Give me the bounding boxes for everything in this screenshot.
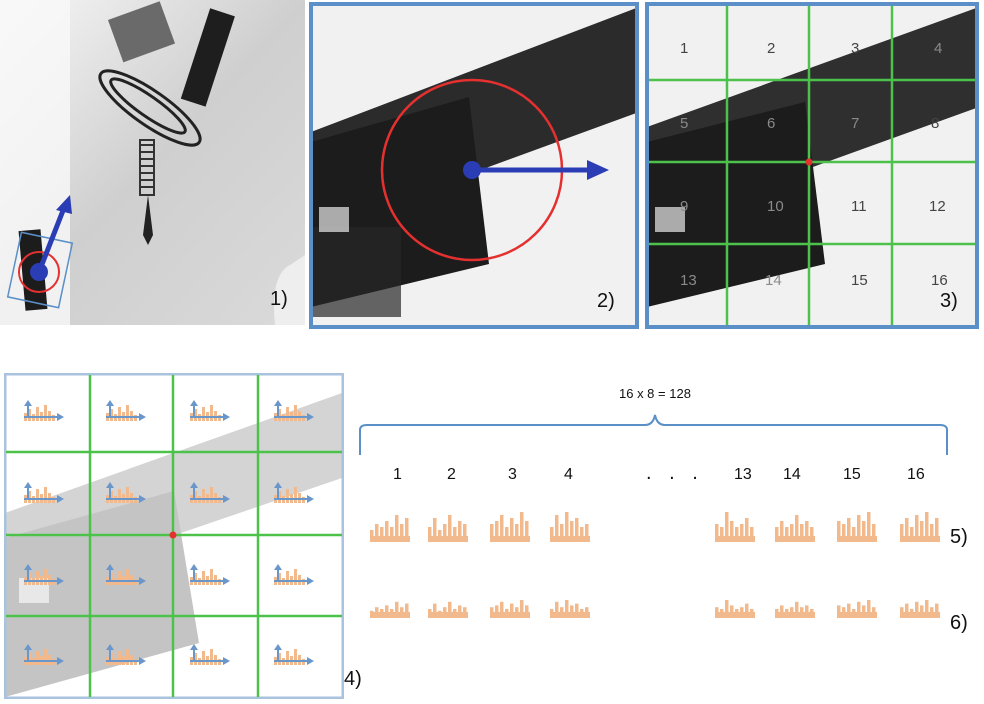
grid-patch-image: [645, 2, 979, 329]
row6-histogram-2: [428, 601, 468, 618]
grid-cell-2: 2: [767, 40, 776, 57]
grid-cell-7: 7: [851, 115, 860, 132]
grid-cell-3: 3: [851, 40, 860, 57]
row5-histogram-13: [715, 512, 755, 542]
paperclip-shape: [98, 69, 202, 147]
row5-histogram-3: [490, 512, 530, 542]
column-number-2: 2: [447, 466, 456, 483]
row6-histogram-16: [900, 600, 940, 618]
panel-2-frame: [309, 2, 639, 329]
column-number-3: 3: [508, 466, 517, 483]
pen-tip-shape: [143, 195, 153, 245]
row5-histogram-16: [900, 512, 940, 542]
grid-cell-1: 1: [680, 40, 689, 57]
keypoint-center: [805, 158, 813, 166]
row6-histogram-4: [550, 600, 590, 618]
grid-cell-12: 12: [929, 198, 946, 215]
grid-cell-16: 16: [931, 272, 948, 289]
keypoint-center: [169, 531, 177, 539]
row5-histogram-15: [837, 512, 877, 542]
row6-histogram-14: [775, 601, 815, 618]
xray-image: [0, 0, 305, 325]
grid-cell-4: 4: [934, 40, 943, 57]
grid-cell-6: 6: [767, 115, 776, 132]
column-number-4: 4: [564, 466, 573, 483]
grid-cell-15: 15: [851, 272, 868, 289]
descriptor-brace: [359, 414, 948, 455]
row6-histogram-15: [837, 600, 877, 618]
column-number-15: 15: [843, 466, 861, 483]
row-5-label: 5): [950, 526, 968, 548]
row5-histogram-2: [428, 515, 468, 542]
grid-cell-9: 9: [680, 198, 689, 215]
panel-2-zoomed-patch: 2): [309, 2, 639, 329]
panel-3-grid: 1 2 3 4 5 6 7 8 9 10 11 12 13 14 15 16 3…: [645, 2, 979, 329]
row-6-label: 6): [950, 612, 968, 634]
grid-lines: [649, 6, 975, 325]
grid-cell-8: 8: [931, 115, 940, 132]
panel-1-label: 1): [270, 288, 288, 310]
row5-histogram-14: [775, 515, 815, 542]
razor-blade-shape: [107, 1, 176, 63]
panel-1-xray-overview: 1): [0, 0, 305, 325]
column-number-13: 13: [734, 466, 752, 483]
grid-cell-11: 11: [851, 198, 867, 215]
battery-shape: [180, 8, 235, 107]
keypoint-circle: [18, 251, 60, 293]
spring-shape: [139, 139, 155, 196]
panel-2-label: 2): [597, 290, 615, 312]
panel-3-frame: [645, 2, 979, 329]
column-number-1: 1: [393, 466, 402, 483]
descriptor-histogram-rows: [370, 512, 940, 618]
ellipsis: . . .: [646, 462, 704, 484]
grid-cell-10: 10: [767, 198, 784, 215]
grid-cell-13: 13: [680, 272, 697, 289]
descriptor-size-formula: 16 x 8 = 128: [619, 386, 691, 401]
grid-cell-14: 14: [765, 272, 782, 289]
zoomed-patch-image: [309, 2, 639, 329]
column-number-14: 14: [783, 466, 801, 483]
row6-histogram-1: [370, 601, 410, 618]
row6-histogram-13: [715, 600, 755, 618]
histogram-grid-image: [3, 372, 345, 700]
row5-histogram-4: [550, 512, 590, 542]
grid-cell-5: 5: [680, 115, 689, 132]
panel-4-frame: [3, 372, 345, 700]
panel-4-histogram-grid: 4): [3, 372, 374, 700]
column-number-16: 16: [907, 466, 925, 483]
panel-4-label: 4): [344, 668, 362, 690]
panel-3-label: 3): [940, 290, 958, 312]
row6-histogram-3: [490, 600, 530, 618]
roi-box: [6, 231, 74, 309]
row5-histogram-1: [370, 515, 410, 542]
orientation-arrow: [36, 207, 67, 273]
